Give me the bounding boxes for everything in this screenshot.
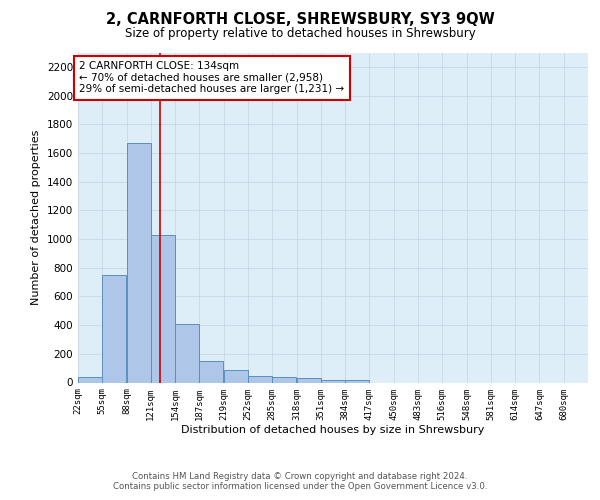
Bar: [224, 370, 248, 382]
Bar: [127, 143, 151, 382]
Bar: [151, 236, 175, 382]
Text: Contains HM Land Registry data © Crown copyright and database right 2024.
Contai: Contains HM Land Registry data © Crown c…: [113, 472, 487, 491]
Text: Size of property relative to detached houses in Shrewsbury: Size of property relative to detached ho…: [125, 28, 475, 40]
X-axis label: Distribution of detached houses by size in Shrewsbury: Distribution of detached houses by size …: [181, 425, 485, 435]
Bar: [345, 380, 369, 382]
Bar: [321, 380, 345, 382]
Bar: [175, 324, 199, 382]
Bar: [199, 361, 223, 382]
Y-axis label: Number of detached properties: Number of detached properties: [31, 130, 41, 305]
Bar: [248, 376, 272, 382]
Text: 2 CARNFORTH CLOSE: 134sqm
← 70% of detached houses are smaller (2,958)
29% of se: 2 CARNFORTH CLOSE: 134sqm ← 70% of detac…: [79, 61, 344, 94]
Bar: [102, 275, 127, 382]
Bar: [296, 378, 320, 382]
Bar: [272, 377, 296, 382]
Text: 2, CARNFORTH CLOSE, SHREWSBURY, SY3 9QW: 2, CARNFORTH CLOSE, SHREWSBURY, SY3 9QW: [106, 12, 494, 28]
Bar: [78, 377, 102, 382]
